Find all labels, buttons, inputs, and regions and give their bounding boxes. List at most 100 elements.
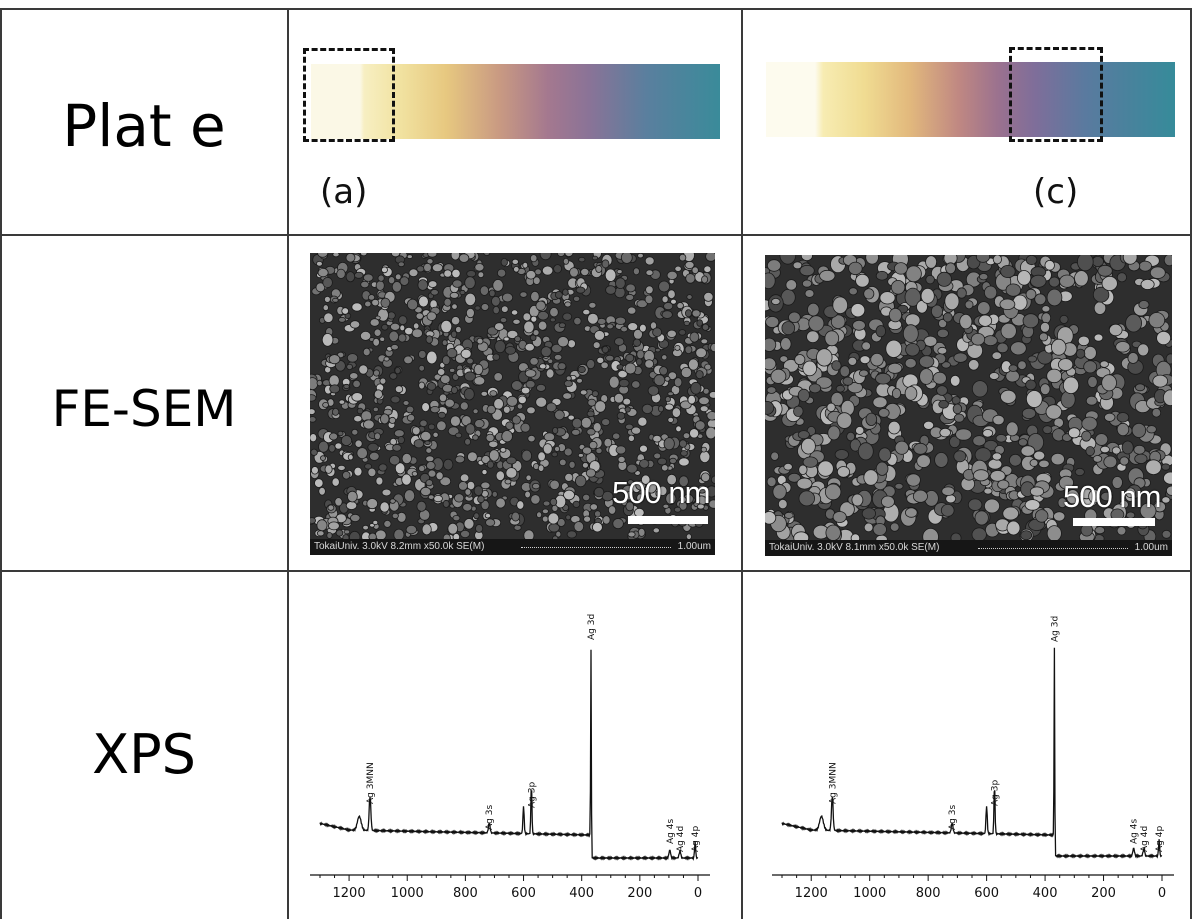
sem-grain <box>834 449 849 460</box>
table-border-left <box>0 8 2 919</box>
sem-grain <box>1146 425 1157 434</box>
sem-grain <box>1081 416 1098 431</box>
sem-grain <box>977 301 991 315</box>
sem-grain <box>1111 446 1121 455</box>
sem-grain <box>664 376 671 382</box>
sem-grain <box>667 391 674 397</box>
sem-grain <box>863 522 874 533</box>
sem-grain <box>459 289 466 296</box>
sem-grain <box>389 454 401 466</box>
xps-tick-label: 600 <box>511 886 536 901</box>
sem-ruler-a <box>521 541 671 548</box>
sem-grain <box>905 265 922 283</box>
sem-grain <box>557 253 566 257</box>
sem-grain <box>592 341 601 349</box>
sem-grain <box>959 313 973 330</box>
sem-grain <box>1161 496 1171 504</box>
sem-grain <box>913 442 928 455</box>
sem-grain <box>607 505 617 515</box>
sem-grain <box>408 268 419 278</box>
sem-grain <box>1161 463 1171 471</box>
sem-grain <box>575 475 587 488</box>
sem-grain <box>328 432 338 441</box>
sem-grain <box>711 475 715 484</box>
sem-grain <box>401 473 412 486</box>
xps-tick-label: 0 <box>1158 886 1166 901</box>
sem-grain <box>577 453 584 458</box>
plate-strip-c <box>766 62 1175 137</box>
sem-grain <box>332 297 339 303</box>
sem-grain <box>411 328 423 339</box>
sem-grain <box>554 409 565 421</box>
sem-grain <box>511 415 521 425</box>
sem-grain <box>424 440 431 446</box>
sem-grain <box>1038 332 1049 342</box>
sem-grain <box>512 318 521 325</box>
sem-grain <box>645 285 654 295</box>
sem-grain <box>918 355 935 368</box>
sem-grain <box>501 305 509 313</box>
sem-grain <box>1127 352 1139 364</box>
sem-grain <box>505 421 514 430</box>
sem-grain <box>999 298 1016 311</box>
sem-grain <box>449 291 459 299</box>
sem-grain <box>671 407 681 418</box>
sem-grain <box>595 265 603 273</box>
sem-grain <box>615 445 627 455</box>
sem-grain <box>939 427 952 438</box>
sem-grain <box>1057 358 1074 371</box>
sem-grain <box>800 255 813 261</box>
sem-grain <box>1134 453 1148 464</box>
sem-grain <box>1024 499 1041 511</box>
sem-grain <box>615 277 626 290</box>
sem-grain <box>418 364 425 372</box>
sem-grain <box>983 498 1000 514</box>
sem-grain <box>694 420 706 431</box>
sem-grain <box>1025 379 1037 391</box>
sem-grain <box>350 513 361 523</box>
sem-grain <box>587 312 599 325</box>
sem-grain <box>511 309 519 316</box>
sem-grain <box>826 402 836 412</box>
sem-grain <box>808 383 822 394</box>
sem-grain <box>690 381 702 395</box>
sem-grain <box>1087 375 1098 388</box>
sem-grain <box>397 333 407 343</box>
sem-grain <box>891 387 902 399</box>
sem-grain <box>391 512 399 519</box>
sem-grain <box>766 476 777 488</box>
sem-grain <box>1092 286 1110 303</box>
sem-grain <box>1100 491 1114 502</box>
sem-grain <box>645 269 654 276</box>
xps-spectrum-a: 1200 1000 800 600 400 200 0 Ag 3MNN Ag 3s Ag 3p Ag… <box>290 612 710 919</box>
sem-grain <box>369 451 380 461</box>
sem-grain <box>984 285 998 300</box>
sem-grain <box>1022 313 1040 329</box>
sem-grain <box>492 305 500 315</box>
sem-grain <box>836 412 853 429</box>
sem-grain <box>1005 283 1022 297</box>
sem-grain <box>499 317 508 323</box>
xps-spectrum-line <box>319 649 699 861</box>
sem-grain <box>525 270 537 280</box>
sem-grain <box>627 479 634 486</box>
sem-grain <box>612 518 624 530</box>
sem-grain <box>572 295 581 302</box>
sem-grain <box>393 528 405 539</box>
sem-grain <box>491 295 501 307</box>
sem-grain <box>587 398 597 407</box>
sem-grain <box>517 395 527 404</box>
xps-tick-label: 400 <box>1033 886 1058 901</box>
sem-grain <box>644 256 655 266</box>
sem-grain <box>625 283 636 293</box>
sem-grain <box>904 287 922 307</box>
sem-grain <box>663 302 674 311</box>
sem-grain <box>970 333 986 346</box>
sem-grain <box>535 383 546 392</box>
sem-grain <box>418 295 429 308</box>
sem-grain <box>1075 348 1086 359</box>
sem-grain <box>659 366 668 376</box>
sem-grain <box>483 253 491 256</box>
sem-grain <box>937 346 948 355</box>
